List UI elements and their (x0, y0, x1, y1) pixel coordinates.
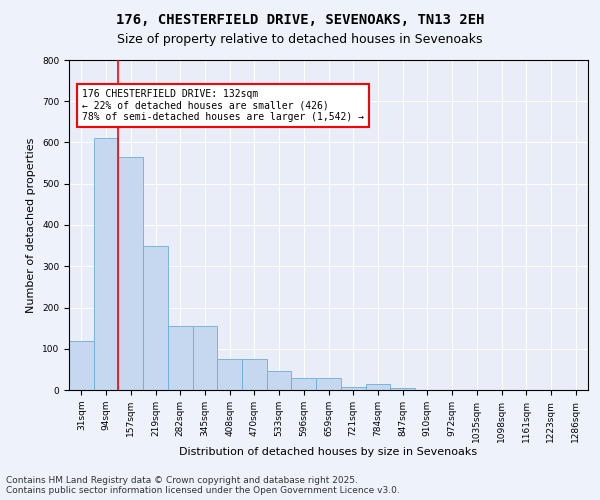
Text: Size of property relative to detached houses in Sevenoaks: Size of property relative to detached ho… (117, 32, 483, 46)
Bar (69, 340, 94, 390)
Bar (217, 359, 242, 390)
Bar (168, 326, 193, 390)
Y-axis label: Number of detached properties: Number of detached properties (26, 138, 37, 312)
Bar (193, 326, 217, 390)
Bar (341, 386, 365, 390)
Bar (365, 384, 390, 390)
Bar (390, 388, 415, 390)
Bar (118, 157, 143, 390)
Bar (242, 359, 267, 390)
Bar (143, 246, 168, 390)
Bar (316, 378, 341, 390)
Text: 176 CHESTERFIELD DRIVE: 132sqm
← 22% of detached houses are smaller (426)
78% of: 176 CHESTERFIELD DRIVE: 132sqm ← 22% of … (82, 89, 364, 122)
Text: Contains HM Land Registry data © Crown copyright and database right 2025.
Contai: Contains HM Land Registry data © Crown c… (6, 476, 400, 495)
Bar (94, 138, 118, 390)
Bar (267, 372, 292, 390)
X-axis label: Distribution of detached houses by size in Sevenoaks: Distribution of detached houses by size … (179, 448, 478, 458)
Text: 176, CHESTERFIELD DRIVE, SEVENOAKS, TN13 2EH: 176, CHESTERFIELD DRIVE, SEVENOAKS, TN13… (116, 12, 484, 26)
Bar (292, 378, 316, 390)
